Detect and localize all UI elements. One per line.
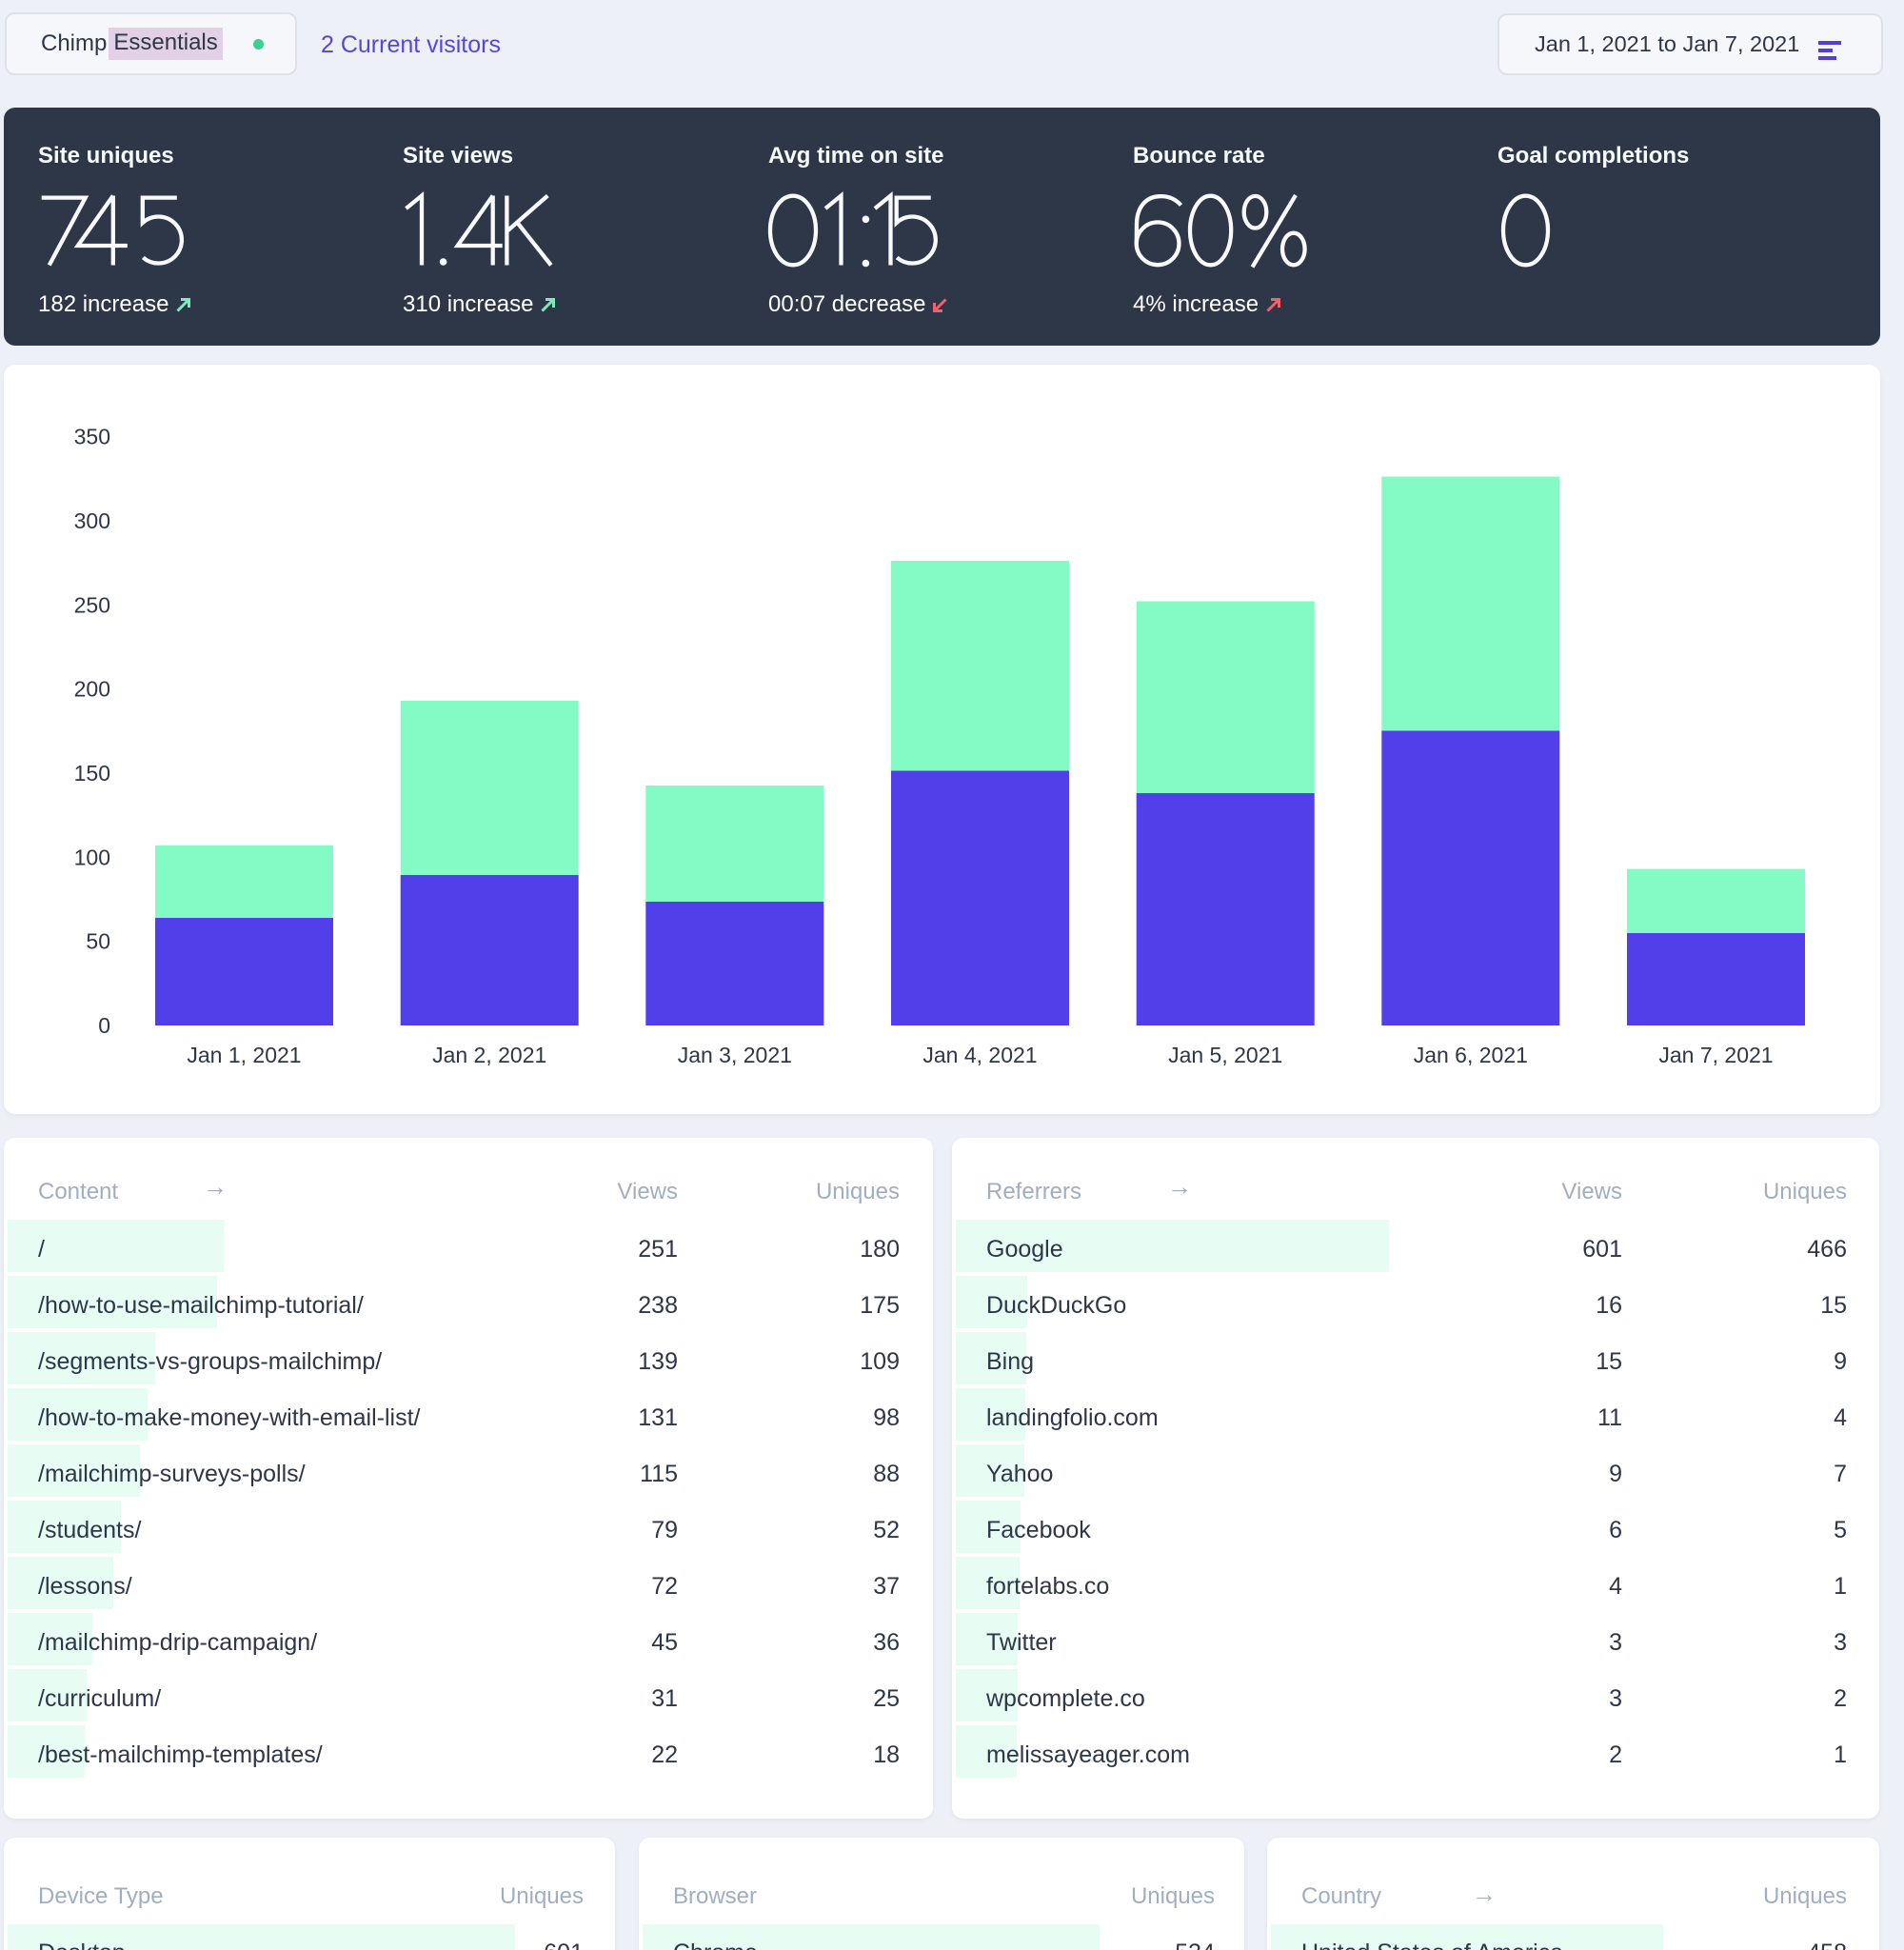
svg-text:Jan 2, 2021: Jan 2, 2021 — [432, 1043, 546, 1067]
svg-text:Jan 4, 2021: Jan 4, 2021 — [922, 1043, 1037, 1067]
svg-text:250: 250 — [74, 592, 110, 617]
svg-text:Jan 1, 2021: Jan 1, 2021 — [187, 1043, 301, 1067]
svg-text:Jan 6, 2021: Jan 6, 2021 — [1414, 1043, 1528, 1067]
svg-text:Jan 3, 2021: Jan 3, 2021 — [678, 1043, 792, 1067]
svg-text:0: 0 — [98, 1013, 110, 1038]
svg-text:300: 300 — [74, 508, 110, 533]
svg-text:50: 50 — [86, 929, 110, 954]
svg-text:350: 350 — [74, 425, 110, 449]
svg-text:Jan 7, 2021: Jan 7, 2021 — [1658, 1043, 1773, 1067]
svg-text:Jan 5, 2021: Jan 5, 2021 — [1168, 1043, 1282, 1067]
svg-text:200: 200 — [74, 677, 110, 702]
svg-text:150: 150 — [74, 761, 110, 786]
svg-text:100: 100 — [74, 845, 110, 869]
